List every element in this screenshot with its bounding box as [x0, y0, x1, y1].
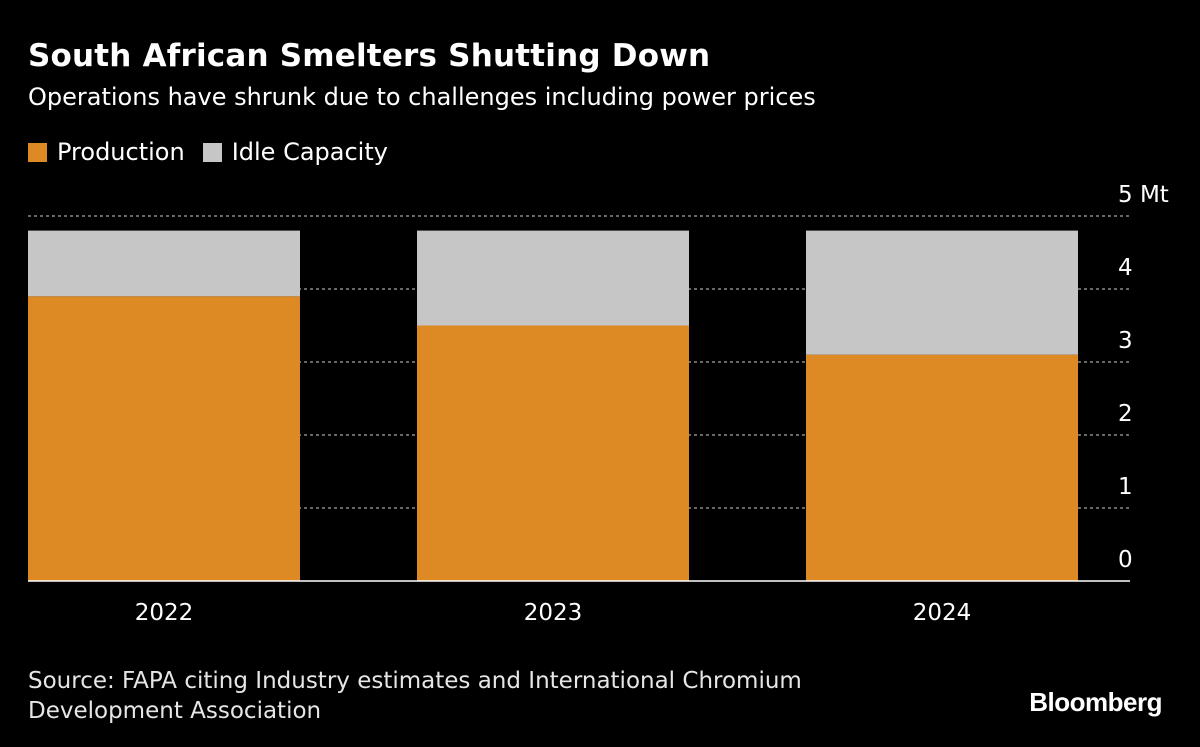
legend-item-production: Production	[28, 138, 185, 166]
legend-label-production: Production	[57, 138, 185, 166]
bloomberg-logo: Bloomberg	[1029, 687, 1162, 717]
x-tick-label-2023: 2023	[524, 600, 583, 626]
bar-idle-capacity-2023	[417, 230, 689, 326]
legend-item-idle-capacity: Idle Capacity	[202, 138, 388, 166]
legend-swatch-production	[28, 142, 47, 162]
legend-label-idle-capacity: Idle Capacity	[231, 138, 388, 166]
bar-production-2024	[806, 354, 1078, 581]
bar-production-2023	[417, 325, 689, 581]
y-tick-label-0: 0	[1118, 547, 1133, 573]
y-tick-label-3: 3	[1118, 328, 1133, 354]
y-tick-label-2: 2	[1118, 401, 1133, 427]
x-tick-label-2024: 2024	[913, 600, 972, 626]
source-note: Source: FAPA citing Industry estimates a…	[28, 668, 802, 724]
bar-production-2022	[28, 296, 300, 581]
bar-idle-capacity-2024	[806, 230, 1078, 355]
x-tick-label-2022: 2022	[135, 600, 194, 626]
chart-subtitle: Operations have shrunk due to challenges…	[28, 83, 816, 111]
legend-swatch-idle-capacity	[202, 142, 222, 162]
y-tick-label-1: 1	[1118, 474, 1133, 500]
bar-idle-capacity-2022	[28, 230, 300, 297]
y-tick-label-4: 4	[1118, 255, 1133, 281]
chart-title: South African Smelters Shutting Down	[28, 38, 711, 74]
legend: Production Idle Capacity	[28, 138, 406, 166]
y-tick-label-5: 5 Mt	[1118, 182, 1169, 208]
